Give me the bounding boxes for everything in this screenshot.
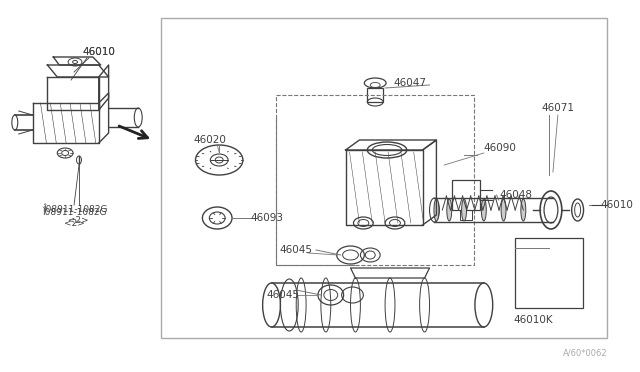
Bar [515,238,582,308]
Text: 46010: 46010 [83,47,115,57]
Text: 46010: 46010 [600,200,633,210]
Ellipse shape [521,199,526,221]
Ellipse shape [447,199,452,221]
Text: Î08911-1082G
<2>: Î08911-1082G <2> [42,208,106,228]
Ellipse shape [434,199,439,221]
Text: A/60*0062: A/60*0062 [563,349,607,358]
Text: 46045: 46045 [267,290,300,300]
Text: 46010K: 46010K [513,315,553,325]
Bar [276,95,474,265]
Ellipse shape [501,199,506,221]
Text: 46071: 46071 [541,103,574,113]
Text: 46048: 46048 [500,190,532,200]
Text: 46047: 46047 [393,78,426,88]
Bar [161,18,607,338]
Text: 46045: 46045 [280,245,312,255]
Bar [452,180,480,210]
Text: 46093: 46093 [251,213,284,223]
Bar [367,88,383,102]
Text: 46020: 46020 [193,135,227,145]
Ellipse shape [481,199,486,221]
Text: Î08911-1082G
  <2>: Î08911-1082G <2> [43,205,108,225]
Text: 46010: 46010 [83,47,115,57]
Bar [460,210,472,220]
Text: 46090: 46090 [484,143,516,153]
Ellipse shape [461,199,467,221]
